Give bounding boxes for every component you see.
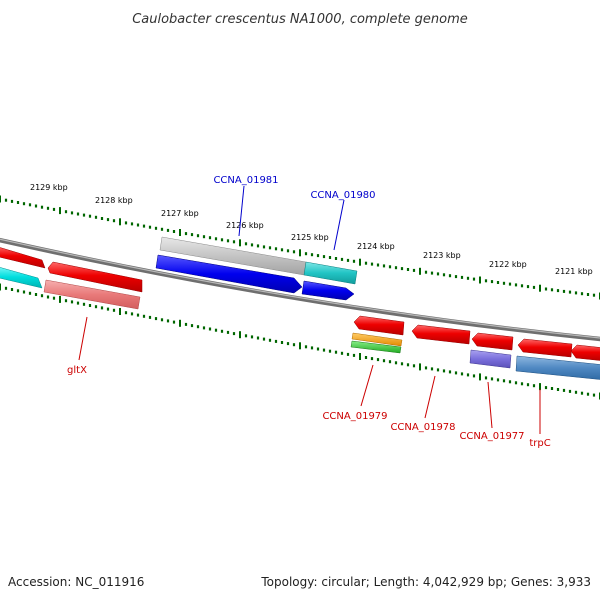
gene-ccna-01978[interactable] (411, 324, 471, 345)
genome-summary-text: Topology: circular; Length: 4,042,929 bp… (260, 575, 591, 589)
tick-label: 2125 kbp (291, 233, 329, 242)
tick-label: 2122 kbp (489, 260, 527, 269)
tick-label: 2124 kbp (357, 242, 395, 251)
genome-backbone (0, 237, 600, 342)
tick-label: 2123 kbp (423, 251, 461, 260)
leader-ccna-01977 (487, 381, 493, 429)
label-ccna-01978[interactable]: CCNA_01978 (390, 422, 455, 433)
label-trpc[interactable]: trpC (529, 438, 550, 449)
gene-red-gltx-upper[interactable] (47, 261, 143, 293)
leader-gltx (78, 316, 88, 361)
map-title: Caulobacter crescentus NA1000, complete … (132, 12, 468, 27)
leader-ccna-01979 (360, 364, 374, 407)
label-ccna-01980[interactable]: CCNA_01980 (310, 190, 375, 201)
gene-trpc[interactable] (517, 338, 573, 358)
label-ccna-01981[interactable]: CCNA_01981 (213, 175, 278, 186)
gene-ccna-01981[interactable] (155, 254, 303, 294)
gene-orange[interactable] (351, 332, 403, 347)
outer-tick-row (0, 195, 600, 300)
inner-tick-row (0, 283, 600, 400)
gene-steel-blue[interactable] (515, 355, 600, 380)
gene-ccna-01980[interactable] (301, 280, 355, 301)
tick-label: 2127 kbp (161, 209, 199, 218)
gene-ccna-01977-red[interactable] (471, 332, 514, 351)
gene-red-right-edge[interactable] (570, 344, 600, 361)
tick-label: 2121 kbp (555, 267, 593, 276)
genome-backbone-highlight (0, 238, 600, 339)
gene-cyan-left[interactable] (0, 266, 43, 289)
gene-gltx[interactable] (43, 279, 141, 310)
label-ccna-01977[interactable]: CCNA_01977 (459, 431, 524, 442)
leader-ccna-01980 (333, 199, 345, 251)
gene-ccna-01979[interactable] (353, 315, 405, 336)
leader-ccna-01978 (424, 375, 436, 419)
tick-label: 2129 kbp (30, 183, 68, 192)
leader-ccna-01981 (238, 185, 245, 237)
gene-ccna-01980-teal[interactable] (303, 261, 358, 285)
gene-green[interactable] (350, 340, 402, 354)
gene-ccna-01977[interactable] (469, 349, 512, 369)
tick-label-group: 2129 kbp 2128 kbp 2127 kbp 2126 kbp 2125 kbp… (30, 183, 593, 276)
gene-red-left[interactable] (0, 246, 46, 269)
accession-text: Accession: NC_011916 (8, 575, 144, 589)
tick-label: 2128 kbp (95, 196, 133, 205)
label-ccna-01979[interactable]: CCNA_01979 (322, 411, 387, 422)
label-gltx[interactable]: gltX (67, 365, 87, 376)
tick-label: 2126 kbp (226, 221, 264, 230)
